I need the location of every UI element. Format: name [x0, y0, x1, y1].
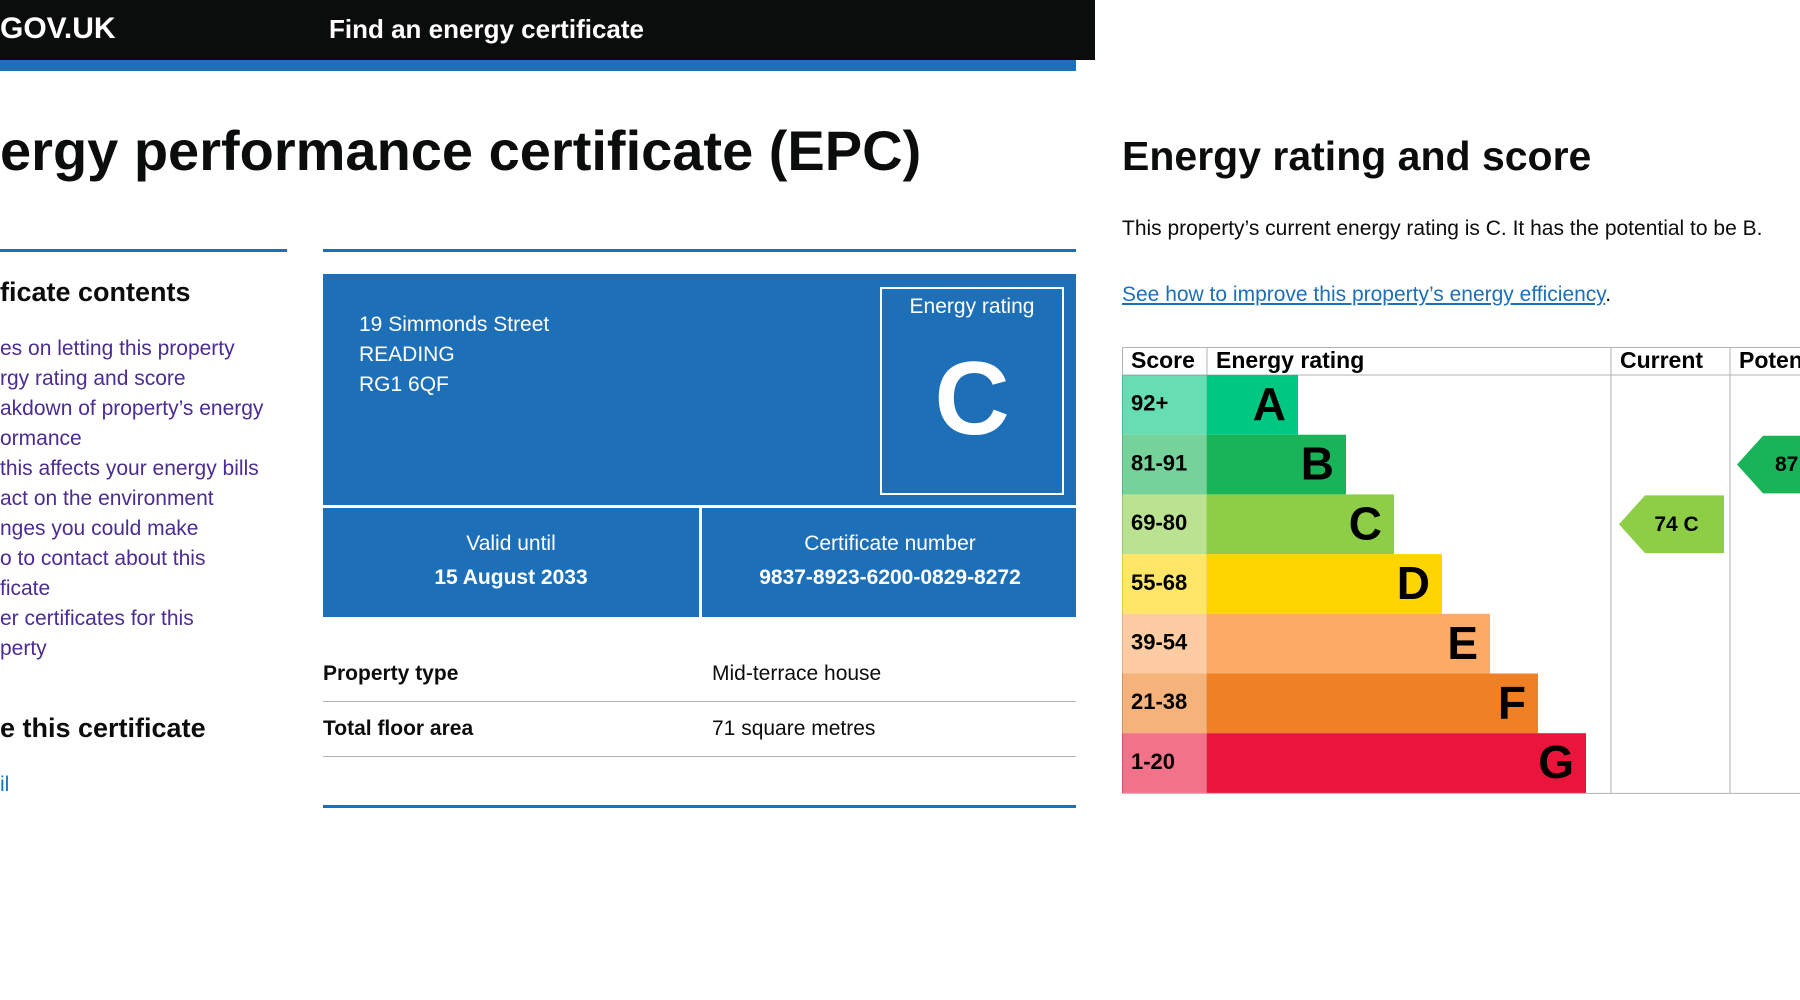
band-letter: G [1538, 736, 1574, 788]
sidebar-link[interactable]: ficate [0, 577, 51, 600]
score-range: 92+ [1131, 391, 1168, 416]
sidebar-link[interactable]: o to contact about this [0, 547, 206, 570]
sidebar-rule [0, 249, 287, 252]
page-title: ergy performance certificate (EPC) [0, 119, 922, 182]
detail-value: Mid-terrace house [712, 662, 882, 685]
band-letter: D [1397, 557, 1430, 609]
potential-arrow [1737, 435, 1800, 494]
header-stripe [0, 60, 1076, 71]
sidebar-link[interactable]: es on letting this property [0, 337, 235, 360]
rating-band [1207, 733, 1586, 793]
sidebar-link[interactable]: perty [0, 637, 47, 660]
band-letter: B [1301, 438, 1334, 490]
band-letter: E [1447, 617, 1478, 669]
score-range: 21-38 [1131, 689, 1187, 714]
score-cell [1122, 673, 1207, 734]
address-line: READING [359, 343, 455, 366]
box-divider [699, 505, 702, 617]
score-range: 55-68 [1131, 570, 1187, 595]
detail-divider [323, 701, 1076, 702]
address-line: RG1 6QF [359, 373, 449, 396]
details-rule [323, 805, 1076, 808]
improve-line: See how to improve this property’s energ… [1122, 283, 1611, 307]
valid-until: 15 August 2033 [434, 566, 588, 589]
detail-key: Property type [323, 662, 459, 685]
current-arrow-label: 74 C [1654, 513, 1698, 536]
score-cell [1122, 375, 1207, 435]
header-bar [0, 0, 1095, 60]
column-header: Energy rating [1216, 347, 1364, 373]
score-range: 69-80 [1131, 510, 1187, 535]
cert-label: Certificate number [804, 532, 976, 555]
share-heading: e this certificate [0, 713, 206, 743]
score-cell [1122, 494, 1207, 555]
rating-band [1207, 554, 1442, 614]
detail-key: Total floor area [323, 717, 474, 740]
band-letter: C [1349, 497, 1382, 549]
score-range: 1-20 [1131, 749, 1175, 774]
sidebar-link[interactable]: akdown of property’s energy [0, 397, 264, 420]
score-cell [1122, 434, 1207, 495]
sidebar-link[interactable]: ormance [0, 427, 82, 450]
rating-band [1207, 375, 1298, 435]
score-cell [1122, 733, 1207, 793]
valid-label: Valid until [466, 532, 556, 555]
rating-label: Energy rating [909, 295, 1035, 318]
share-link[interactable]: il [0, 773, 10, 796]
score-cell [1122, 613, 1207, 674]
sidebar-link[interactable]: act on the environment [0, 487, 214, 510]
rating-band [1207, 494, 1394, 555]
band-letter: F [1498, 677, 1526, 729]
logo[interactable]: GOV.UK [0, 12, 116, 45]
rating-band [1207, 673, 1538, 734]
service-name[interactable]: Find an energy certificate [329, 14, 644, 44]
sidebar-heading: ficate contents [0, 277, 191, 307]
column-header: Current [1620, 347, 1703, 373]
summary-rule [323, 249, 1076, 252]
score-cell [1122, 554, 1207, 614]
current-arrow [1619, 495, 1724, 554]
rating-box [880, 287, 1064, 495]
cert-number: 9837-8923-6200-0829-8272 [759, 566, 1021, 589]
address-line: 19 Simmonds Street [359, 313, 550, 336]
sidebar-link[interactable]: er certificates for this [0, 607, 194, 630]
sidebar-link[interactable]: nges you could make [0, 517, 199, 540]
rating-letter: C [934, 341, 1010, 457]
column-header: Score [1131, 347, 1195, 373]
rating-band [1207, 613, 1490, 674]
potential-arrow-label: 87 [1775, 453, 1798, 476]
section-heading: Energy rating and score [1122, 133, 1592, 179]
rating-band [1207, 434, 1346, 495]
epc-chart: Score Energy rating Current Potential 92+ A 81… [1122, 347, 1800, 794]
detail-divider [323, 756, 1076, 757]
sidebar-link[interactable]: rgy rating and score [0, 367, 186, 390]
sidebar-link[interactable]: this affects your energy bills [0, 457, 259, 480]
score-range: 39-54 [1131, 629, 1188, 654]
rating-text: This property’s current energy rating is… [1122, 217, 1763, 240]
score-range: 81-91 [1131, 450, 1187, 475]
link-end: . [1605, 283, 1612, 306]
detail-value: 71 square metres [712, 717, 876, 740]
band-letter: A [1253, 378, 1286, 430]
column-header: Potential [1739, 347, 1800, 373]
improve-link[interactable]: See how to improve this property’s energ… [1122, 283, 1606, 306]
